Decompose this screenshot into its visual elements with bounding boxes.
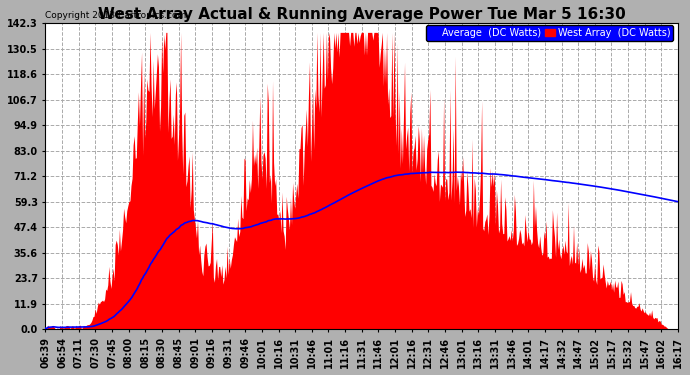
Title: West Array Actual & Running Average Power Tue Mar 5 16:30: West Array Actual & Running Average Powe… (98, 7, 626, 22)
Legend: Average  (DC Watts), West Array  (DC Watts): Average (DC Watts), West Array (DC Watts… (426, 25, 673, 41)
Text: Copyright 2013 Cartronics.com: Copyright 2013 Cartronics.com (46, 11, 187, 20)
